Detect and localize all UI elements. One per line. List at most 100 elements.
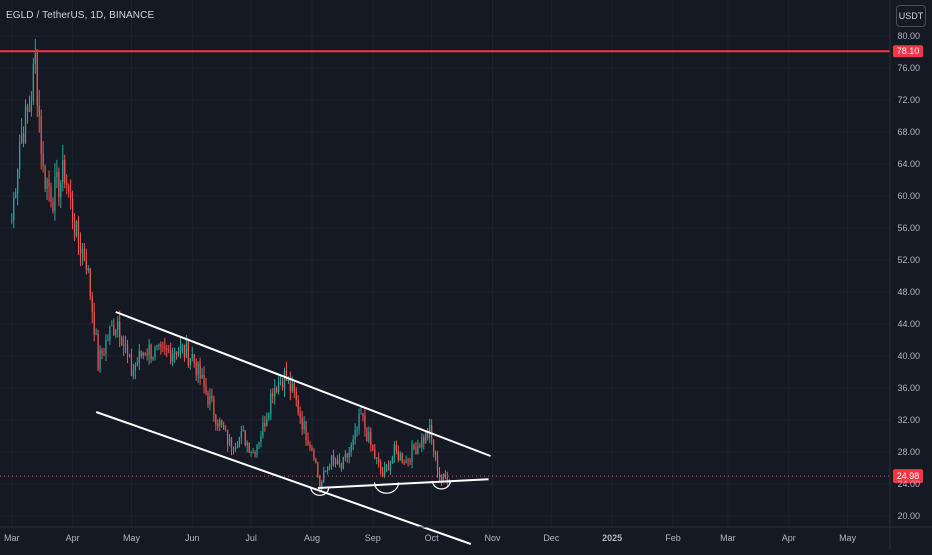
candle-body (352, 439, 354, 445)
candle-body (148, 344, 150, 356)
candle-body (207, 393, 209, 405)
candle-body (378, 457, 380, 463)
channel-upper-line (115, 311, 491, 457)
candle-body (346, 454, 348, 458)
candle-body (44, 165, 46, 189)
candle-body (228, 438, 231, 445)
candle-body (338, 459, 341, 465)
resistance-price-badge (893, 45, 923, 58)
candle-body (203, 375, 205, 387)
candle-body (160, 344, 162, 347)
candle-body (281, 381, 284, 389)
candle-body (40, 116, 42, 154)
candle-body (122, 344, 125, 346)
candle-body (283, 370, 286, 389)
candle-body (140, 350, 142, 356)
candle-body (293, 383, 295, 392)
candle-body (20, 133, 23, 143)
candle-body (315, 459, 317, 463)
candle-body (291, 383, 293, 392)
candle-body (15, 193, 17, 198)
candle-body (95, 334, 97, 336)
x-tick-label: Aug (304, 533, 320, 543)
candle-body (158, 344, 160, 346)
y-tick-label: 60.00 (897, 191, 920, 201)
candle-body (354, 430, 356, 440)
y-tick-label: 40.00 (897, 351, 920, 361)
candle-body (168, 349, 170, 351)
candle-body (348, 452, 350, 458)
candle-body (307, 439, 309, 445)
x-tick-label: Apr (66, 533, 80, 543)
candle-body (18, 142, 21, 170)
candle-body (362, 413, 364, 417)
candle-body (189, 358, 191, 366)
candle-body (75, 221, 78, 236)
candle-body (364, 416, 366, 430)
candle-body (13, 197, 15, 221)
candle-body (381, 471, 384, 477)
y-tick-label: 52.00 (897, 255, 920, 265)
candle-body (172, 354, 174, 362)
candle-body (360, 413, 362, 415)
candle-body (260, 436, 262, 443)
candle-body (407, 459, 409, 461)
candle-body (119, 321, 121, 338)
candle-body (211, 396, 213, 399)
candle-body (242, 430, 244, 432)
candle-body (254, 452, 256, 455)
x-tick-label: Oct (425, 533, 440, 543)
symbol-title: EGLD / TetherUS, 1D, BINANCE (6, 10, 155, 21)
candle-body (403, 462, 405, 464)
x-tick-label: Feb (665, 533, 681, 543)
candle-body (50, 186, 52, 203)
candle-body (421, 437, 423, 448)
candle-body (185, 342, 188, 358)
candle-body (279, 381, 282, 383)
candle-body (26, 106, 29, 111)
candle-body (289, 379, 292, 392)
candle-body (413, 444, 415, 450)
x-tick-label: Mar (720, 533, 736, 543)
candle-body (138, 350, 140, 364)
x-tick-label: May (123, 533, 141, 543)
candle-body (81, 248, 84, 254)
candle-body (313, 450, 315, 460)
candle-body (230, 438, 233, 449)
candle-body (109, 325, 111, 340)
candle-body (423, 437, 425, 443)
currency-button[interactable]: USDT (896, 5, 926, 27)
candle-body (173, 352, 176, 355)
candle-body (66, 182, 68, 186)
support-line (317, 478, 489, 489)
candle-body (238, 437, 241, 448)
candle-body (46, 179, 48, 189)
candle-body (264, 422, 266, 427)
candle-body (393, 444, 395, 457)
candle-body (440, 475, 443, 482)
candle-body (432, 439, 435, 453)
candle-body (285, 370, 288, 382)
candle-body (154, 346, 156, 358)
resistance-price-label: 78.10 (897, 46, 920, 56)
y-tick-label: 28.00 (897, 447, 920, 457)
candle-body (77, 221, 80, 243)
candle-body (350, 444, 352, 453)
candle-body (334, 460, 337, 465)
candle-body (52, 202, 54, 212)
candle-body (181, 345, 184, 347)
last-price-badge (893, 469, 923, 484)
candle-body (136, 363, 138, 366)
candle-body (287, 379, 290, 382)
candle-body (391, 456, 394, 462)
candle-body (152, 357, 154, 360)
candle-body (54, 177, 56, 212)
candle-body (83, 248, 86, 261)
candle-body (240, 431, 242, 438)
candle-body (330, 455, 333, 466)
candle-body (187, 342, 189, 366)
candle-body (411, 444, 413, 463)
candle-body (62, 160, 64, 182)
candle-body (146, 353, 148, 356)
